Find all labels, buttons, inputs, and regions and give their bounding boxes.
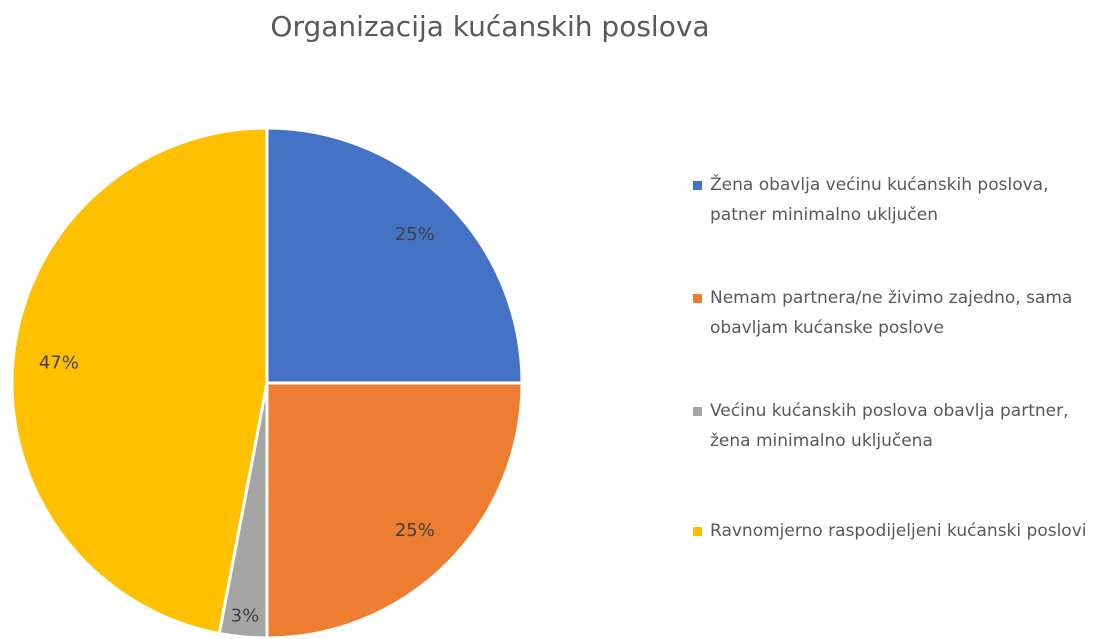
data-label: 25% xyxy=(395,224,435,245)
legend-item: Ravnomjerno raspodijeljeni kućanski posl… xyxy=(693,516,1098,546)
legend-swatch xyxy=(693,181,702,190)
legend-label: Većinu kućanskih poslova obavlja partner… xyxy=(710,401,1069,451)
data-label: 25% xyxy=(395,520,435,541)
legend-label: Nemam partnera/ne živimo zajedno, sama o… xyxy=(710,288,1073,338)
legend-label: Žena obavlja većinu kućanskih poslova, p… xyxy=(710,175,1049,225)
legend-swatch xyxy=(693,294,702,303)
legend-item: Nemam partnera/ne živimo zajedno, sama o… xyxy=(693,283,1098,343)
legend-item: Žena obavlja većinu kućanskih poslova, p… xyxy=(693,170,1098,230)
pie-slice xyxy=(265,381,524,639)
legend-item: Većinu kućanskih poslova obavlja partner… xyxy=(693,396,1098,456)
legend-swatch xyxy=(693,527,702,536)
chart-title: Organizacija kućanskih poslova xyxy=(270,10,710,43)
data-label: 47% xyxy=(39,352,79,373)
pie-slice xyxy=(265,126,524,385)
legend-swatch xyxy=(693,407,702,416)
pie-slice xyxy=(10,126,269,636)
legend-label: Ravnomjerno raspodijeljeni kućanski posl… xyxy=(710,521,1087,541)
data-label: 3% xyxy=(231,606,260,627)
